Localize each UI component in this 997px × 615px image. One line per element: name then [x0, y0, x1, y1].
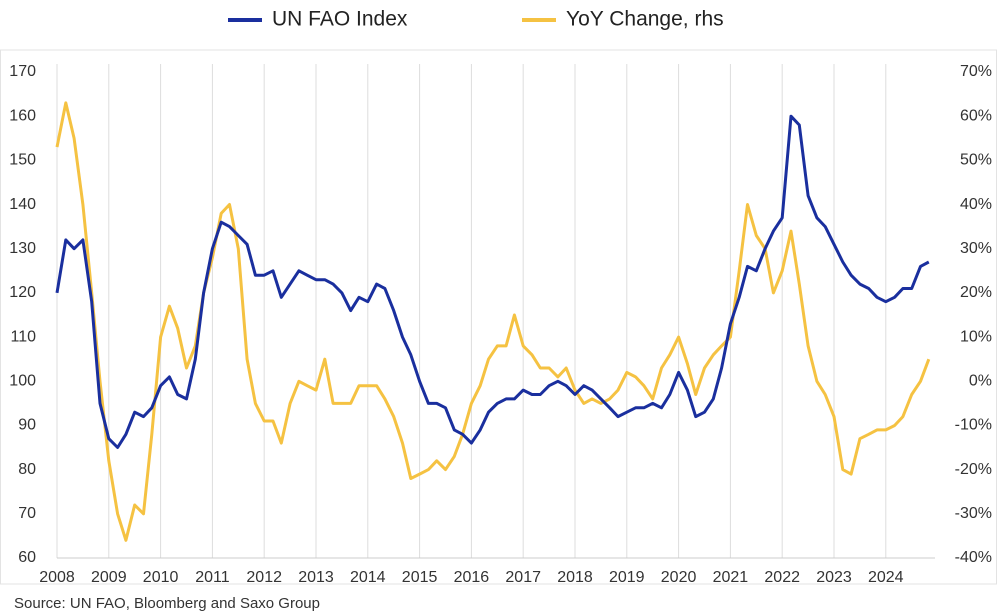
y2-tick-label: -20% — [955, 461, 992, 478]
y-tick-label: 80 — [18, 461, 36, 478]
y-tick-label: 160 — [9, 107, 36, 124]
x-tick-label: 2013 — [298, 569, 334, 586]
y-tick-label: 170 — [9, 63, 36, 80]
y2-tick-label: 70% — [960, 63, 992, 80]
x-tick-label: 2021 — [713, 569, 749, 586]
x-tick-label: 2023 — [816, 569, 852, 586]
x-tick-label: 2016 — [454, 569, 490, 586]
series-line — [55, 101, 931, 542]
y-tick-label: 70 — [18, 505, 36, 522]
y-tick-label: 130 — [9, 240, 36, 257]
y2-tick-label: 10% — [960, 328, 992, 345]
y-tick-label: 150 — [9, 152, 36, 169]
x-tick-label: 2015 — [402, 569, 438, 586]
y-tick-label: 90 — [18, 417, 36, 434]
x-tick-label: 2022 — [764, 569, 800, 586]
series-line — [55, 114, 930, 449]
y2-tick-label: 50% — [960, 152, 992, 169]
x-tick-label: 2024 — [868, 569, 904, 586]
y-tick-label: 110 — [10, 328, 36, 345]
x-tick-label: 2017 — [505, 569, 541, 586]
y-tick-label: 100 — [9, 372, 36, 389]
plot-frame — [0, 49, 997, 585]
y2-tick-label: -30% — [955, 505, 992, 522]
legend-label: UN FAO Index — [272, 8, 408, 31]
y2-tick-label: 60% — [960, 107, 992, 124]
x-tick-label: 2008 — [39, 569, 75, 586]
x-tick-label: 2011 — [195, 569, 230, 586]
x-tick-label: 2014 — [350, 569, 386, 586]
legend: UN FAO Index YoY Change, rhs — [228, 8, 724, 31]
x-tick-label: 2010 — [143, 569, 179, 586]
y2-tick-label: 20% — [960, 284, 992, 301]
y-tick-label: 60 — [18, 549, 36, 566]
x-tick-label: 2020 — [661, 569, 697, 586]
x-tick-label: 2012 — [246, 569, 282, 586]
y2-tick-label: 0% — [969, 372, 992, 389]
x-tick-label: 2018 — [557, 569, 593, 586]
y2-tick-label: 30% — [960, 240, 992, 257]
legend-label: YoY Change, rhs — [566, 8, 724, 31]
source-note: Source: UN FAO, Bloomberg and Saxo Group — [14, 595, 320, 612]
y2-tick-label: -10% — [955, 417, 992, 434]
y-tick-label: 140 — [9, 196, 36, 213]
x-tick-label: 2019 — [609, 569, 645, 586]
y-tick-label: 120 — [9, 284, 36, 301]
y2-tick-label: 40% — [960, 196, 992, 213]
y2-tick-label: -40% — [955, 549, 992, 566]
x-tick-label: 2009 — [91, 569, 127, 586]
